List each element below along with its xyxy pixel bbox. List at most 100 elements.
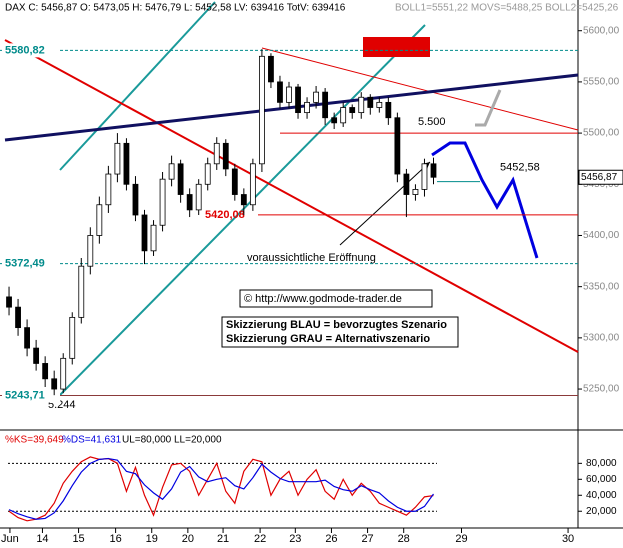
annotation: voraussichtliche Eröffnung: [247, 252, 376, 264]
x-tick-label: 28: [398, 533, 410, 545]
candle-body: [195, 183, 202, 211]
candle-body: [385, 101, 392, 119]
note: Skizzierung BLAU = bevorzugtes Szenario: [226, 319, 447, 331]
header: DAX C: 5456,87 O: 5473,05 H: 5476,79 L: …: [5, 3, 346, 14]
candle-body: [259, 55, 265, 165]
y-tick-label: 5300,00: [583, 332, 620, 343]
x-tick-label: 16: [109, 533, 121, 545]
y-tick-label: 5550,00: [583, 77, 620, 88]
y-tick-label: 5250,00: [583, 384, 620, 395]
y-tick-label: 80,000: [586, 458, 617, 469]
trendlines: [4, 1, 579, 396]
y-tick-label: 60,000: [586, 474, 617, 485]
preferred-path: [431, 141, 539, 259]
x-tick-label: 22: [254, 533, 266, 545]
trend-line: [4, 73, 579, 142]
candle-body: [132, 183, 139, 216]
note-box: [221, 316, 459, 348]
candle-body: [222, 142, 229, 170]
y-tick-label: 5400,00: [583, 230, 620, 241]
y-tick-label: 40,000: [586, 490, 617, 501]
candle-body: [367, 96, 374, 108]
candle-body: [268, 55, 274, 83]
x-tick-label: 26: [325, 533, 337, 545]
level-label-bg: [2, 43, 60, 58]
candle-body: [286, 86, 292, 103]
header-indicators: BOLL1=5551,22 MOVS=5488,25 BOLL2=5425,26: [395, 3, 619, 14]
last-price-box: [578, 169, 623, 185]
candle-body: [403, 173, 410, 195]
trend-line: [261, 47, 579, 131]
trend-line: [4, 39, 579, 353]
level-label: 5452,58: [500, 162, 540, 174]
candle-body: [42, 363, 49, 380]
candle-body: [231, 168, 238, 195]
candle-body: [15, 306, 21, 329]
candle-body: [304, 101, 310, 114]
note: Skizzierung GRAU = Alternativszenario: [226, 333, 430, 345]
candle-body: [24, 327, 30, 349]
x-tick-label: Jun: [1, 533, 19, 545]
candle-body: [421, 163, 428, 190]
x-tick-label: 15: [72, 533, 84, 545]
candle-body: [249, 163, 256, 206]
alternative-path: [475, 89, 502, 127]
x-tick-label: 19: [146, 533, 158, 545]
x-tick-label: 27: [361, 533, 373, 545]
level-label-bg: [2, 256, 60, 271]
x-tick-label: 20: [182, 533, 194, 545]
candle-body: [186, 194, 193, 211]
candle-body: [331, 117, 338, 124]
candle-body: [168, 163, 175, 180]
copyright-box: [239, 289, 433, 308]
level-label: 5243,71: [5, 389, 45, 401]
x-tick-label: 23: [289, 533, 301, 545]
candle-body: [295, 86, 301, 114]
channel-line: [59, 24, 426, 396]
candle-body: [51, 378, 58, 390]
candle-body: [322, 91, 329, 119]
x-tick-label: 29: [455, 533, 467, 545]
candle-body: [277, 81, 283, 103]
candle-body: [78, 265, 85, 318]
candle-body: [60, 357, 67, 390]
last-price-label: 5456,87: [581, 172, 618, 183]
candle-body: [33, 347, 40, 364]
candle-body: [114, 142, 121, 175]
y-tick-label: 5600,00: [583, 25, 620, 36]
candle-body: [412, 189, 419, 195]
pointer-arrow: [339, 161, 431, 246]
legend-entry: %KS=39,649: [5, 435, 64, 446]
candle-body: [105, 173, 112, 206]
candle-body: [204, 163, 211, 185]
candle-body: [213, 142, 220, 165]
candle-body: [141, 214, 148, 252]
copyright: © http://www.godmode-trader.de: [244, 293, 402, 305]
level-label-bg: [2, 388, 60, 403]
candle-body: [313, 91, 319, 103]
candle-body: [394, 117, 401, 175]
x-tick-label: 14: [36, 533, 48, 545]
indicator-settings: UL=80,000 LL=20,000: [122, 435, 222, 446]
candle-body: [177, 163, 184, 195]
level-label: 5372,49: [5, 258, 45, 270]
legend-entry: %DS=41,631: [62, 435, 122, 446]
level-label: 5.500: [418, 116, 446, 128]
candle-body: [358, 96, 365, 114]
x-tick-label: 30: [562, 533, 574, 545]
candle-body: [87, 235, 94, 267]
y-tick-label: 5350,00: [583, 281, 620, 292]
x-tick-label: 21: [217, 533, 229, 545]
candle-body: [376, 101, 383, 108]
candle-body: [96, 204, 103, 236]
candle-body: [123, 142, 130, 185]
candle-body: [69, 316, 76, 359]
candle-body: [6, 296, 12, 308]
candle-body: [349, 107, 356, 114]
level-label: 5580,82: [5, 44, 45, 56]
candle-body: [159, 178, 166, 226]
target-zone: [363, 37, 430, 57]
y-tick-label: 20,000: [586, 506, 617, 517]
